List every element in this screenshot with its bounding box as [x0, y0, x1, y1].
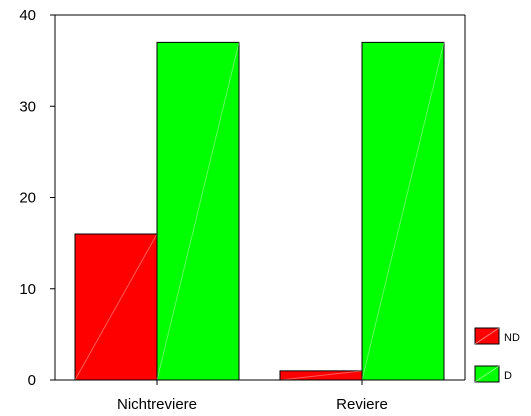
- y-tick-label: 20: [19, 190, 36, 207]
- legend-swatch-hatch-d: [474, 365, 500, 383]
- y-ticks: 0 10 20 30 40: [19, 7, 55, 389]
- legend: ND D: [474, 327, 520, 383]
- x-tick-label-nichtreviere: Nichtreviere: [117, 396, 197, 413]
- y-tick-label: 30: [19, 98, 36, 115]
- y-tick-label: 0: [28, 372, 36, 389]
- bar-hatch-d-nichtreviere: [156, 42, 240, 381]
- bar-hatch-d-reviere: [361, 42, 445, 381]
- y-tick-label: 10: [19, 281, 36, 298]
- legend-label-d: D: [504, 370, 512, 382]
- bar-nd-nichtreviere: [74, 233, 158, 381]
- legend-swatch-hatch-nd: [474, 327, 500, 345]
- bar-d-nichtreviere: [156, 41, 240, 381]
- legend-label-nd: ND: [504, 332, 520, 344]
- bar-hatch-nd-reviere: [279, 370, 363, 381]
- x-tick-label-reviere: Reviere: [336, 396, 388, 413]
- bar-hatch-nd-nichtreviere: [74, 233, 158, 381]
- bars-layer: [74, 41, 445, 381]
- y-tick-label: 40: [19, 7, 36, 24]
- x-ticks: Nichtreviere Reviere: [117, 380, 388, 413]
- axes-layer: [54, 14, 466, 381]
